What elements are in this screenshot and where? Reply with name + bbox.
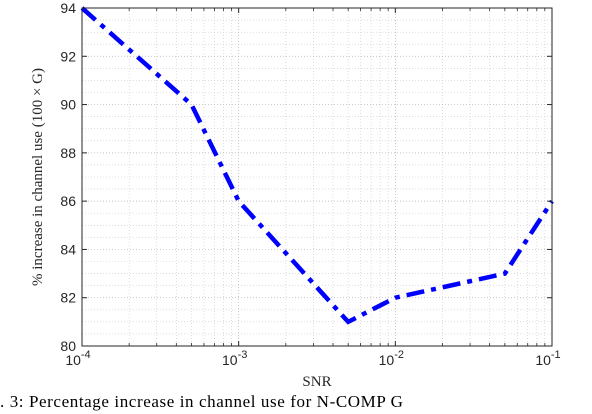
chart: 80 82 84 86 88 90 92 94 10-4 10-3 10-2 10-1 SNR % i… [30,0,561,390]
y-tick-label: 82 [60,290,76,306]
y-tick-label: 86 [60,193,76,209]
x-tick-label: 10-1 [535,349,560,368]
x-axis-label: SNR [302,374,331,390]
x-tick-label: 10-3 [222,349,247,368]
y-tick-label: 80 [60,338,76,354]
x-tick-label: 10-2 [379,349,404,368]
ticks: 80 82 84 86 88 90 92 94 10-4 10-3 10-2 10-1 [60,0,560,368]
y-tick-label: 94 [60,0,76,16]
plot-frame [81,7,553,347]
y-tick-label: 84 [60,241,76,257]
y-tick-label: 88 [60,145,76,161]
y-tick-label: 90 [60,97,76,113]
y-axis-label: % increase in channel use (100 × G) [30,68,46,286]
figure-caption: . 3: Percentage increase in channel use … [0,392,404,411]
y-tick-label: 92 [60,48,76,64]
x-tick-label: 10-4 [65,349,90,368]
